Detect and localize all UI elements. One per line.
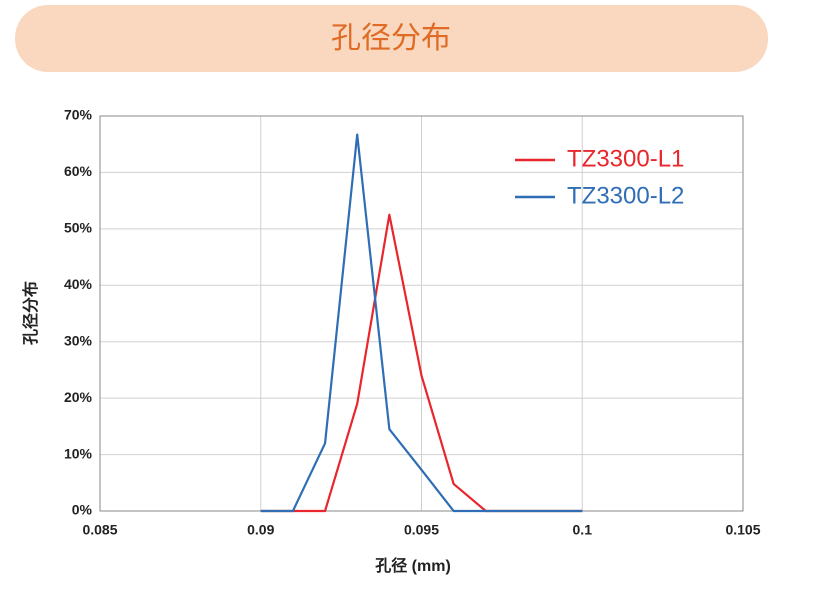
chart-title: 孔径分布: [331, 22, 451, 55]
y-tick-label: 50%: [64, 220, 93, 236]
x-tick-label: 0.095: [404, 522, 439, 538]
y-tick-label: 30%: [64, 332, 93, 348]
y-tick-label: 10%: [64, 445, 93, 461]
y-tick-label: 20%: [64, 389, 93, 405]
x-tick-label: 0.105: [725, 522, 760, 538]
y-tick-label: 60%: [64, 163, 93, 179]
y-tick-label: 70%: [64, 107, 93, 123]
x-tick-label: 0.1: [573, 522, 593, 538]
series-line: [260, 133, 583, 513]
legend-label: TZ3300-L2: [567, 182, 684, 209]
y-tick-label: 40%: [64, 276, 93, 292]
x-tick-label: 0.085: [82, 522, 117, 538]
title-banner: [15, 5, 768, 72]
x-axis-label: 孔径 (mm): [375, 556, 451, 575]
x-tick-label: 0.09: [247, 522, 274, 538]
plot-border: [99, 115, 744, 512]
y-axis-label: 孔径分布: [21, 281, 40, 345]
legend-label: TZ3300-L1: [567, 145, 684, 172]
y-tick-label: 0%: [72, 502, 93, 518]
